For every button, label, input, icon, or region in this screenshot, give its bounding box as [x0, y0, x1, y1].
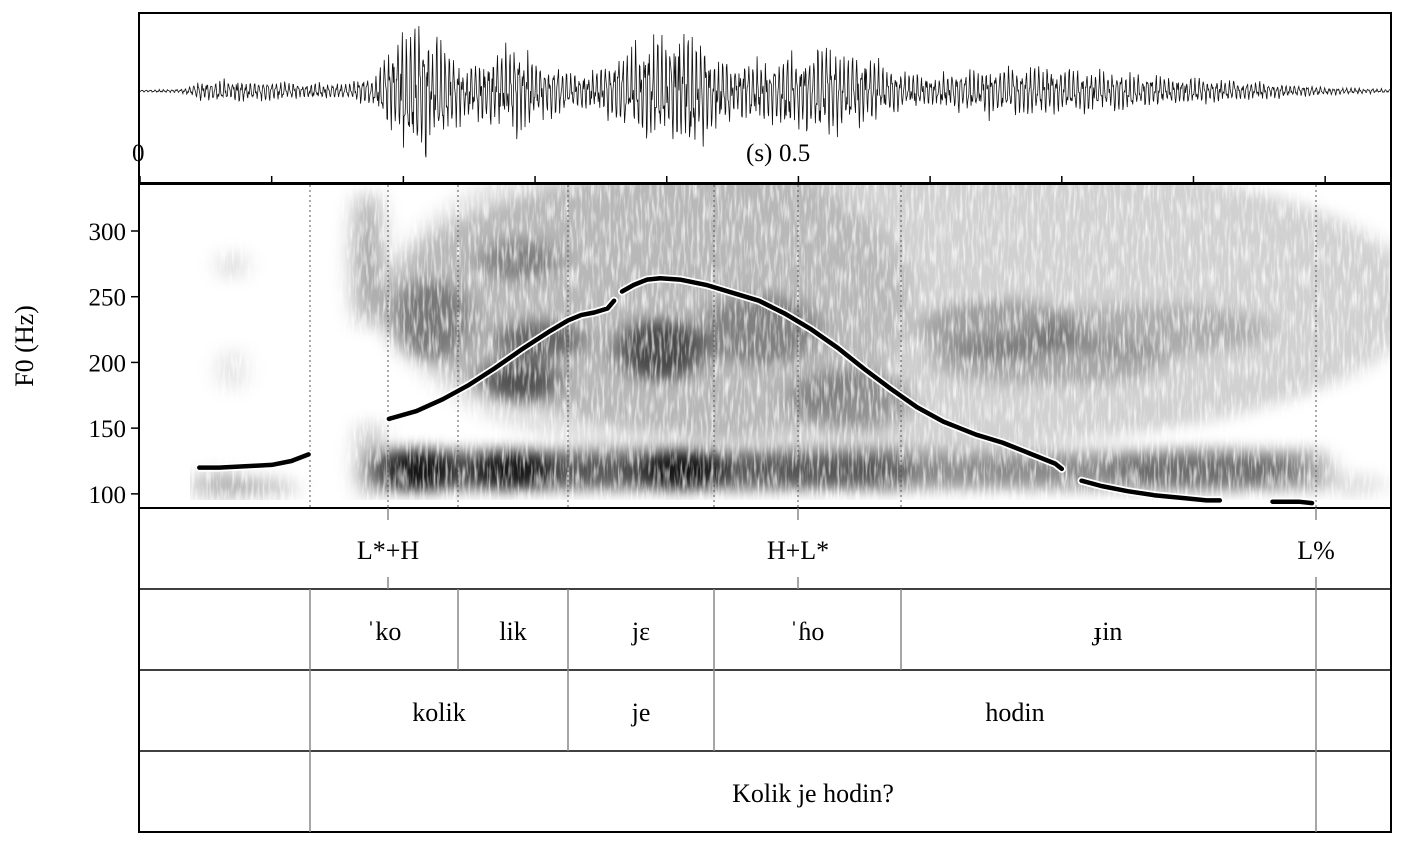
syllable-din: ɟin: [1092, 617, 1123, 646]
phrase-text: Kolik je hodin?: [732, 779, 894, 808]
time-mid-label: 0.5: [779, 140, 810, 167]
f0-tick-label: 150: [89, 416, 127, 443]
word-je: je: [631, 698, 651, 727]
spectrogram-texture: [140, 185, 1391, 507]
spectrogram-panel: 100 150 200 250 300 F0 (Hz): [10, 183, 1392, 509]
spectrogram-image: [140, 185, 1391, 507]
word-tier: kolik je hodin: [309, 670, 1317, 751]
tone-tier: L*+H H+L* L%: [357, 508, 1335, 589]
word-hodin: hodin: [985, 698, 1044, 727]
f0-tick-label: 200: [89, 350, 127, 377]
time-unit-label: (s): [746, 140, 772, 167]
waveform-panel: 0 (s) 0.5: [132, 12, 1392, 184]
syllable-tier: ˈko lik jɛ ˈɦo ɟin: [309, 589, 1317, 670]
tone-label-l-star-plus-h: L*+H: [357, 536, 420, 565]
segment-boundaries-dotted: [309, 185, 1317, 507]
f0-segment-4: [1079, 478, 1223, 503]
time-start-label: 0: [132, 140, 145, 167]
time-axis-ticks: [139, 176, 1326, 184]
tone-label-l-percent: L%: [1297, 536, 1335, 565]
f0-tick-label: 300: [89, 219, 127, 246]
f0-tick-label: 250: [89, 285, 127, 312]
textgrid: L*+H H+L* L% ˈko lik jɛ ˈɦo ɟin: [138, 507, 1392, 833]
f0-axis-title: F0 (Hz): [10, 305, 39, 387]
syllable-je: jɛ: [631, 617, 650, 646]
syllable-lik: lik: [499, 617, 526, 646]
f0-tick-label: 100: [89, 482, 127, 509]
f0-segment-5: [1270, 499, 1315, 506]
f0-axis-ticks: 100 150 200 250 300: [89, 219, 140, 509]
word-kolik: kolik: [412, 698, 465, 727]
syllable-ko: ˈko: [367, 617, 402, 646]
f0-segment-3: [619, 276, 1065, 472]
syllable-ho: ˈɦo: [790, 617, 825, 646]
phrase-tier: Kolik je hodin?: [309, 751, 1317, 832]
f0-contour: [195, 274, 1316, 508]
tone-label-h-plus-l-star: H+L*: [767, 536, 829, 565]
f0-segment-1: [197, 452, 311, 470]
f0-segment-2: [386, 298, 617, 422]
waveform-trace: [139, 26, 1390, 158]
